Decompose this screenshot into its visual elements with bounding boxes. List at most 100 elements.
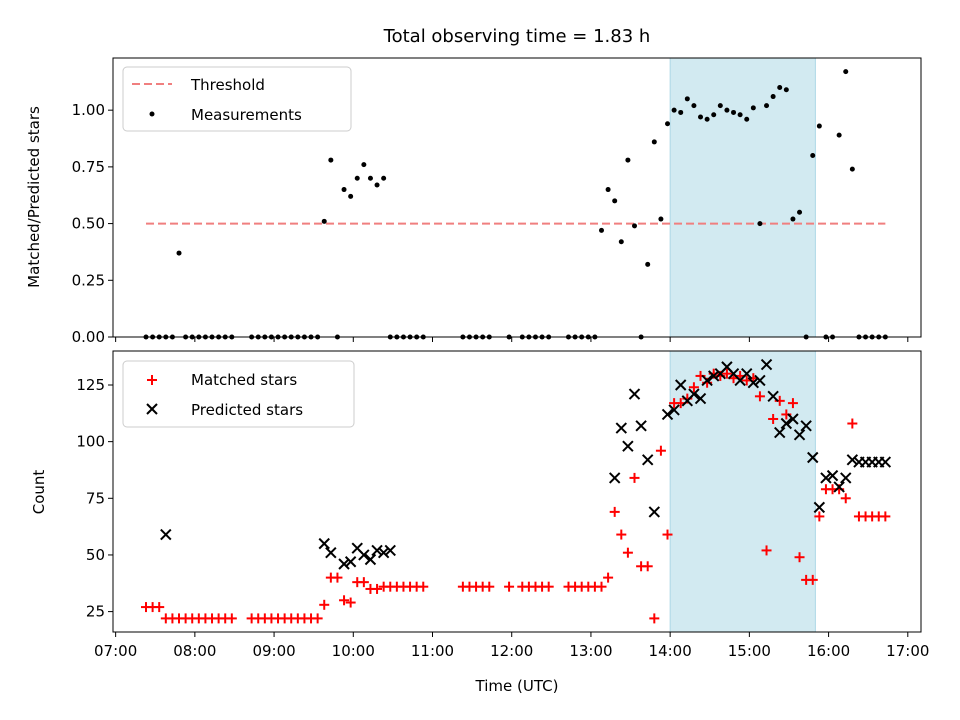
measurement-point: [750, 105, 756, 111]
observing-span: [669, 350, 816, 633]
matched-star-point: [649, 613, 660, 624]
matched-star-point: [642, 561, 653, 572]
measurement-point: [645, 261, 651, 267]
measurement-point: [176, 250, 182, 256]
count-panel: 07:00 08:00 09:00 10:00 11:00 12:00 13:00 14:00…: [30, 350, 929, 660]
measurement-point: [698, 114, 704, 120]
measurement-point: [849, 166, 855, 172]
matched-star-point: [787, 398, 798, 409]
measurement-point: [717, 103, 723, 109]
measurement-point: [731, 109, 737, 115]
predicted-star-point: [635, 420, 647, 432]
predicted-star-point: [754, 374, 766, 387]
predicted-star-point: [641, 454, 654, 466]
measurement-point: [341, 187, 347, 193]
legend-threshold-label: Threshold: [190, 76, 265, 94]
legend-matched-swatch: [147, 375, 157, 385]
predicted-star-point: [688, 388, 700, 400]
measurement-point: [381, 175, 387, 181]
predicted-star-point: [615, 422, 628, 434]
matched-star-point: [484, 581, 495, 592]
matched-star-point: [319, 599, 330, 610]
y-tick-label: 125: [76, 376, 105, 394]
count-panel-legend: Matched stars Predicted stars: [122, 360, 355, 428]
x-tick-label: 09:00: [252, 642, 295, 660]
measurement-point: [367, 175, 373, 181]
predicted-star-point: [800, 420, 812, 432]
matched-star-point: [332, 572, 343, 583]
legend-measurements-swatch: [149, 111, 155, 117]
measurement-point: [737, 112, 743, 118]
measurement-point: [618, 239, 624, 245]
matched-star-point: [794, 552, 805, 563]
matched-star-point: [609, 506, 620, 517]
predicted-star-point: [628, 388, 641, 400]
measurement-point: [711, 112, 717, 118]
measurement-point: [671, 107, 677, 113]
ratio-panel-y-label: Matched/Predicted stars: [25, 106, 43, 288]
predicted-star-point: [840, 472, 852, 484]
measurement-point: [783, 87, 789, 93]
predicted-star-point: [813, 501, 826, 514]
measurement-point: [354, 175, 360, 181]
x-axis-label: Time (UTC): [475, 677, 559, 695]
x-tick-label: 14:00: [649, 642, 692, 660]
y-tick-label: 50: [86, 546, 105, 564]
matched-star-point: [847, 418, 858, 429]
predicted-star-point: [787, 413, 799, 425]
measurement-point: [757, 221, 763, 227]
measurement-point: [328, 157, 334, 163]
measurement-point: [612, 198, 618, 204]
measurement-point: [361, 162, 367, 168]
measurement-point: [843, 69, 849, 75]
count-panel-ticks: 07:00 08:00 09:00 10:00 11:00 12:00 13:00 14:00…: [76, 376, 929, 660]
matched-star-point: [721, 368, 732, 379]
y-tick-label: 75: [86, 489, 105, 507]
matched-star-point: [345, 597, 356, 608]
y-tick-label: 1.00: [72, 101, 105, 119]
count-panel-marks: [141, 358, 892, 624]
measurement-point: [764, 103, 770, 109]
ratio-panel-ticks: 0.00 0.25 0.50 0.75 1.00: [72, 101, 909, 346]
matched-star-point: [629, 472, 640, 483]
measurement-point: [797, 209, 803, 215]
matched-star-point: [418, 581, 429, 592]
matched-star-point: [543, 581, 554, 592]
predicted-star-point: [384, 544, 396, 557]
measurement-point: [724, 107, 730, 113]
ratio-panel-legend: Threshold Measurements: [122, 66, 352, 132]
measurement-point: [777, 84, 783, 90]
measurement-point: [770, 94, 776, 100]
matched-star-point: [688, 382, 699, 393]
ratio-panel: 0.00 0.25 0.50 0.75 1.00 Matched/Predicted s…: [25, 57, 922, 346]
x-tick-label: 16:00: [807, 642, 850, 660]
predicted-star-point: [760, 358, 773, 371]
measurement-point: [598, 227, 604, 233]
predicted-star-point: [767, 390, 779, 403]
matched-star-point: [840, 493, 851, 504]
predicted-star-point: [608, 472, 621, 484]
x-tick-label: 12:00: [490, 642, 533, 660]
observing-span: [669, 57, 816, 338]
chart-title: Total observing time = 1.83 h: [383, 26, 651, 47]
predicted-star-point: [344, 556, 357, 568]
measurement-point: [321, 218, 327, 224]
measurement-point: [658, 216, 664, 222]
y-tick-label: 0.50: [72, 215, 105, 233]
legend-predicted-label: Predicted stars: [191, 401, 303, 419]
predicted-star-point: [668, 404, 680, 416]
measurement-point: [605, 187, 611, 193]
y-tick-label: 0.75: [72, 158, 105, 176]
predicted-star-point: [338, 558, 350, 570]
matched-star-point: [312, 613, 323, 624]
matched-star-point: [504, 581, 515, 592]
matched-star-point: [616, 529, 627, 540]
matched-star-point: [622, 547, 633, 558]
predicted-star-point: [661, 408, 674, 421]
measurement-point: [691, 103, 697, 109]
y-tick-label: 0.25: [72, 271, 105, 289]
measurement-point: [651, 139, 657, 145]
matched-star-point: [358, 577, 369, 588]
y-tick-label: 25: [86, 603, 105, 621]
measurement-point: [744, 116, 750, 122]
